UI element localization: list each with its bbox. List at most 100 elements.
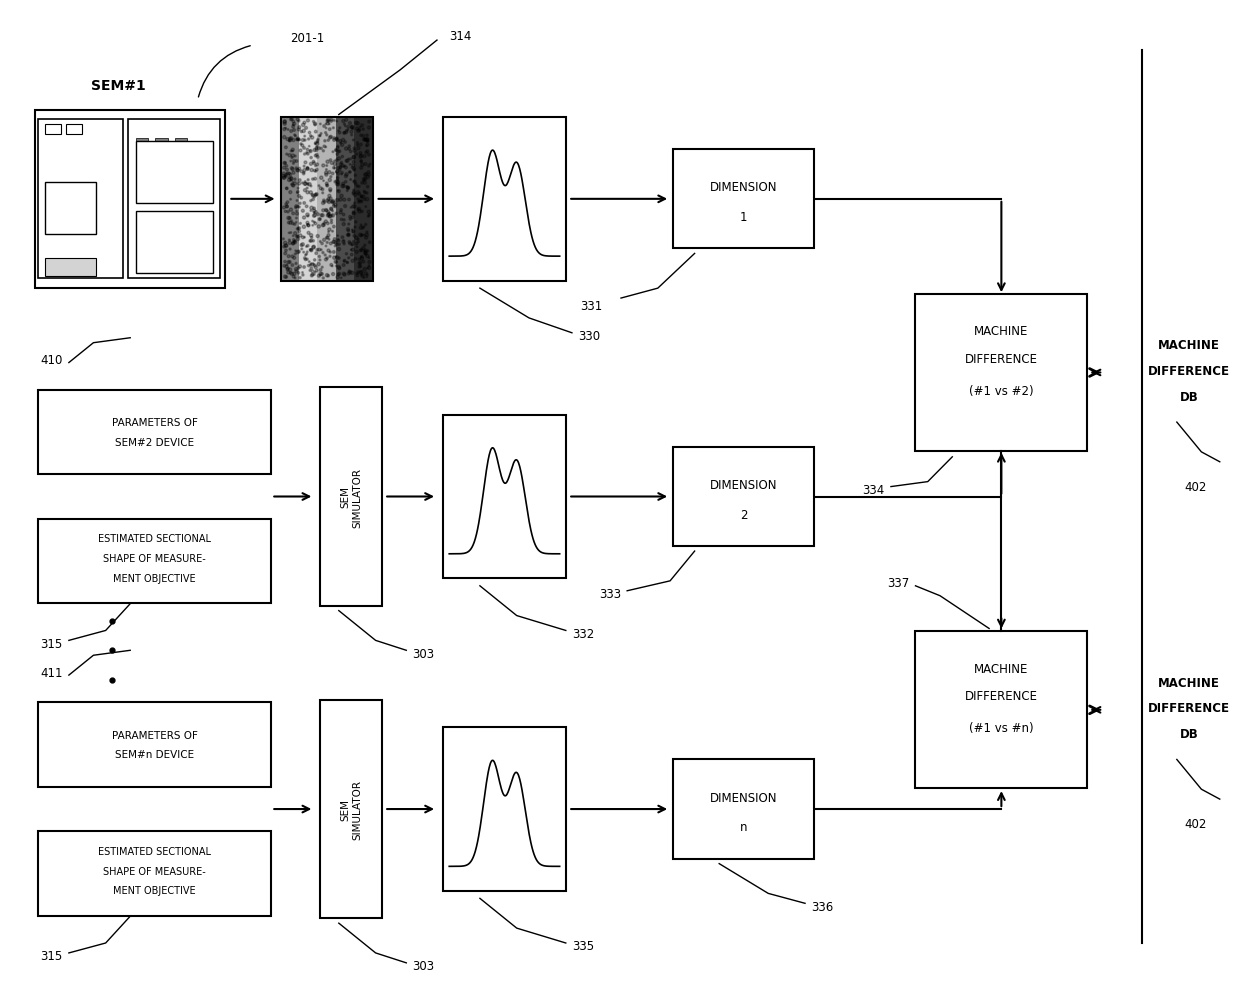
Point (348, 185, 368, 201)
Point (284, 118, 304, 134)
Point (295, 230, 315, 246)
Point (289, 260, 309, 276)
Text: DIFFERENCE: DIFFERENCE (965, 690, 1038, 703)
Point (337, 184, 357, 200)
Point (343, 133, 363, 149)
Point (311, 126, 331, 142)
Point (308, 207, 327, 223)
Point (347, 121, 367, 137)
Point (329, 184, 348, 200)
Point (312, 260, 332, 276)
Point (339, 181, 358, 197)
Point (288, 199, 308, 215)
Point (305, 190, 325, 206)
Point (350, 204, 370, 220)
Point (278, 261, 298, 277)
Point (285, 270, 305, 286)
Point (306, 259, 326, 275)
Point (296, 240, 316, 255)
Point (311, 181, 331, 197)
Point (289, 245, 309, 260)
Point (285, 217, 305, 233)
Point (314, 196, 334, 212)
Point (277, 197, 296, 213)
Point (283, 249, 303, 265)
Point (321, 112, 341, 128)
Point (301, 185, 321, 201)
Point (357, 144, 377, 160)
Point (280, 262, 300, 278)
Point (320, 117, 340, 133)
Point (300, 144, 320, 160)
Point (331, 136, 351, 152)
Point (327, 114, 347, 130)
Point (308, 162, 327, 178)
Point (279, 265, 299, 281)
Point (299, 177, 319, 193)
Bar (317, 118, 336, 281)
Point (319, 228, 339, 244)
Point (335, 117, 355, 133)
Point (357, 269, 377, 285)
Point (277, 244, 296, 259)
Point (303, 130, 322, 146)
Point (279, 170, 299, 186)
Point (293, 204, 312, 220)
Text: ESTIMATED SECTIONAL: ESTIMATED SECTIONAL (98, 534, 211, 544)
Point (355, 270, 374, 286)
Point (329, 267, 348, 283)
Point (298, 113, 317, 129)
Point (299, 218, 319, 234)
Point (351, 146, 371, 162)
Point (351, 137, 371, 153)
Text: SEM#n DEVICE: SEM#n DEVICE (115, 749, 195, 759)
Point (326, 198, 346, 214)
Point (330, 266, 350, 282)
Point (326, 143, 346, 159)
Text: DIFFERENCE: DIFFERENCE (1148, 365, 1230, 378)
Point (325, 161, 345, 177)
Point (305, 252, 325, 268)
Point (311, 141, 331, 157)
Bar (673, 759, 815, 859)
Point (281, 203, 301, 219)
Point (329, 167, 348, 183)
Point (296, 121, 316, 137)
Bar (35, 110, 226, 289)
Point (330, 144, 350, 160)
Point (330, 125, 350, 141)
Point (352, 191, 372, 207)
Point (332, 179, 352, 195)
Point (295, 155, 315, 171)
Point (275, 121, 295, 137)
Point (348, 179, 368, 195)
Point (294, 141, 314, 157)
Point (311, 171, 331, 187)
Point (339, 228, 358, 244)
Point (339, 192, 358, 208)
Point (341, 172, 361, 188)
Point (347, 138, 367, 154)
Text: 331: 331 (580, 299, 603, 312)
Point (335, 159, 355, 175)
Point (320, 165, 340, 181)
Point (330, 237, 350, 252)
Text: 314: 314 (449, 30, 471, 43)
Point (301, 231, 321, 247)
Point (284, 156, 304, 172)
Point (312, 246, 332, 261)
Point (345, 229, 365, 245)
Point (295, 177, 315, 193)
Point (343, 155, 363, 171)
Point (308, 134, 327, 150)
Point (356, 244, 376, 259)
Point (288, 132, 308, 148)
Point (345, 188, 365, 204)
Point (286, 204, 306, 220)
Point (329, 234, 348, 249)
Point (325, 232, 345, 248)
Point (274, 232, 294, 248)
Point (290, 229, 310, 245)
Point (339, 250, 358, 266)
Point (283, 217, 303, 233)
